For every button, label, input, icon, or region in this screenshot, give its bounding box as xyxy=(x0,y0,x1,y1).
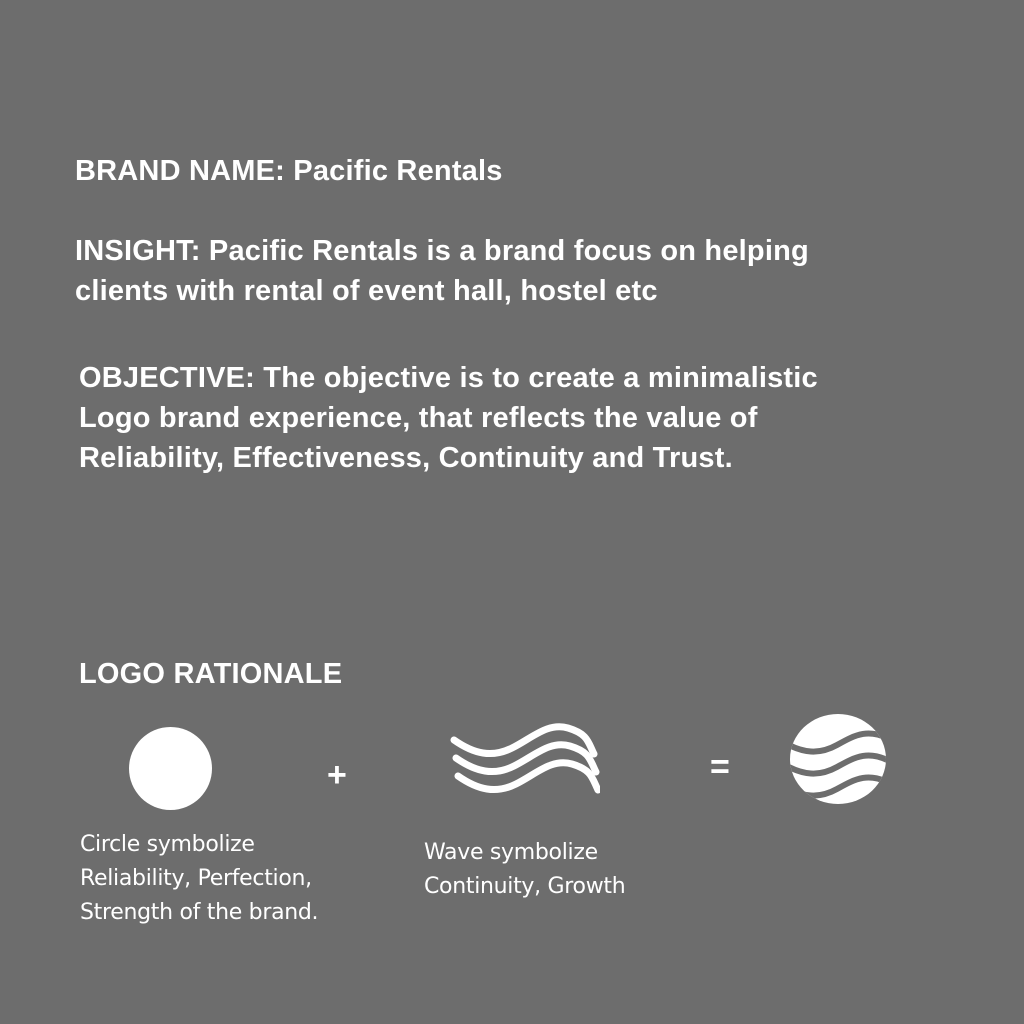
circle-caption: Circle symbolize Reliability, Perfection… xyxy=(80,828,319,930)
circle-caption-line-2: Reliability, Perfection, xyxy=(80,866,312,891)
plus-symbol: + xyxy=(327,756,347,794)
brand-name-text: BRAND NAME: Pacific Rentals xyxy=(75,155,503,187)
wave-caption-line-1: Wave symbolize xyxy=(424,840,598,865)
logo-rationale-heading: LOGO RATIONALE xyxy=(79,658,343,690)
wave-caption: Wave symbolize Continuity, Growth xyxy=(424,836,626,904)
objective-line-3: Reliability, Effectiveness, Continuity a… xyxy=(79,442,733,474)
objective-line-1: OBJECTIVE: The objective is to create a … xyxy=(79,362,818,394)
circle-caption-line-1: Circle symbolize xyxy=(80,832,255,857)
objective-line-2: Logo brand experience, that reflects the… xyxy=(79,402,758,434)
equals-symbol: = xyxy=(710,748,730,786)
objective-text: OBJECTIVE: The objective is to create a … xyxy=(79,358,979,478)
circle-icon xyxy=(129,727,212,810)
circle-caption-line-3: Strength of the brand. xyxy=(80,900,319,925)
insight-text: INSIGHT: Pacific Rentals is a brand focu… xyxy=(75,231,975,311)
insight-line-1: INSIGHT: Pacific Rentals is a brand focu… xyxy=(75,235,809,267)
wave-caption-line-2: Continuity, Growth xyxy=(424,874,626,899)
insight-line-2: clients with rental of event hall, hoste… xyxy=(75,275,658,307)
striped-globe-logo-icon xyxy=(790,714,886,804)
wave-icon xyxy=(450,723,600,794)
